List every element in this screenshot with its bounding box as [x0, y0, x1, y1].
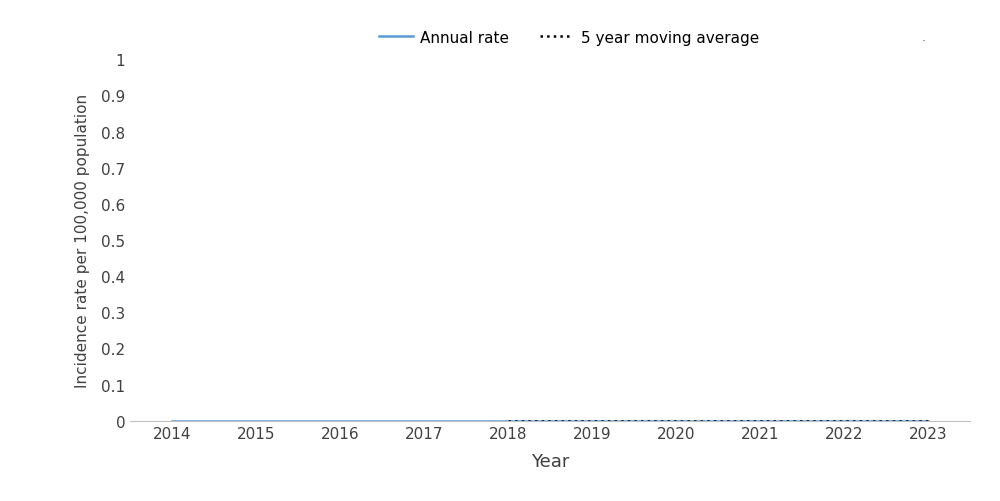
Annual rate — [502, 418, 514, 424]
Annual rate — [754, 418, 766, 424]
Annual rate — [838, 418, 850, 424]
Annual rate — [418, 418, 430, 424]
Legend: Annual rate, 5 year moving average: Annual rate, 5 year moving average — [373, 25, 765, 52]
5 year moving average — [754, 418, 766, 424]
Annual rate — [250, 418, 262, 424]
Annual rate — [586, 418, 598, 424]
Text: .: . — [922, 31, 926, 44]
5 year moving average — [838, 418, 850, 424]
X-axis label: Year: Year — [531, 452, 569, 470]
5 year moving average — [922, 418, 934, 424]
Annual rate — [670, 418, 682, 424]
Annual rate — [922, 418, 934, 424]
Annual rate — [166, 418, 178, 424]
5 year moving average — [670, 418, 682, 424]
Y-axis label: Incidence rate per 100,000 population: Incidence rate per 100,000 population — [75, 94, 90, 387]
Annual rate — [334, 418, 346, 424]
5 year moving average — [586, 418, 598, 424]
5 year moving average — [502, 418, 514, 424]
